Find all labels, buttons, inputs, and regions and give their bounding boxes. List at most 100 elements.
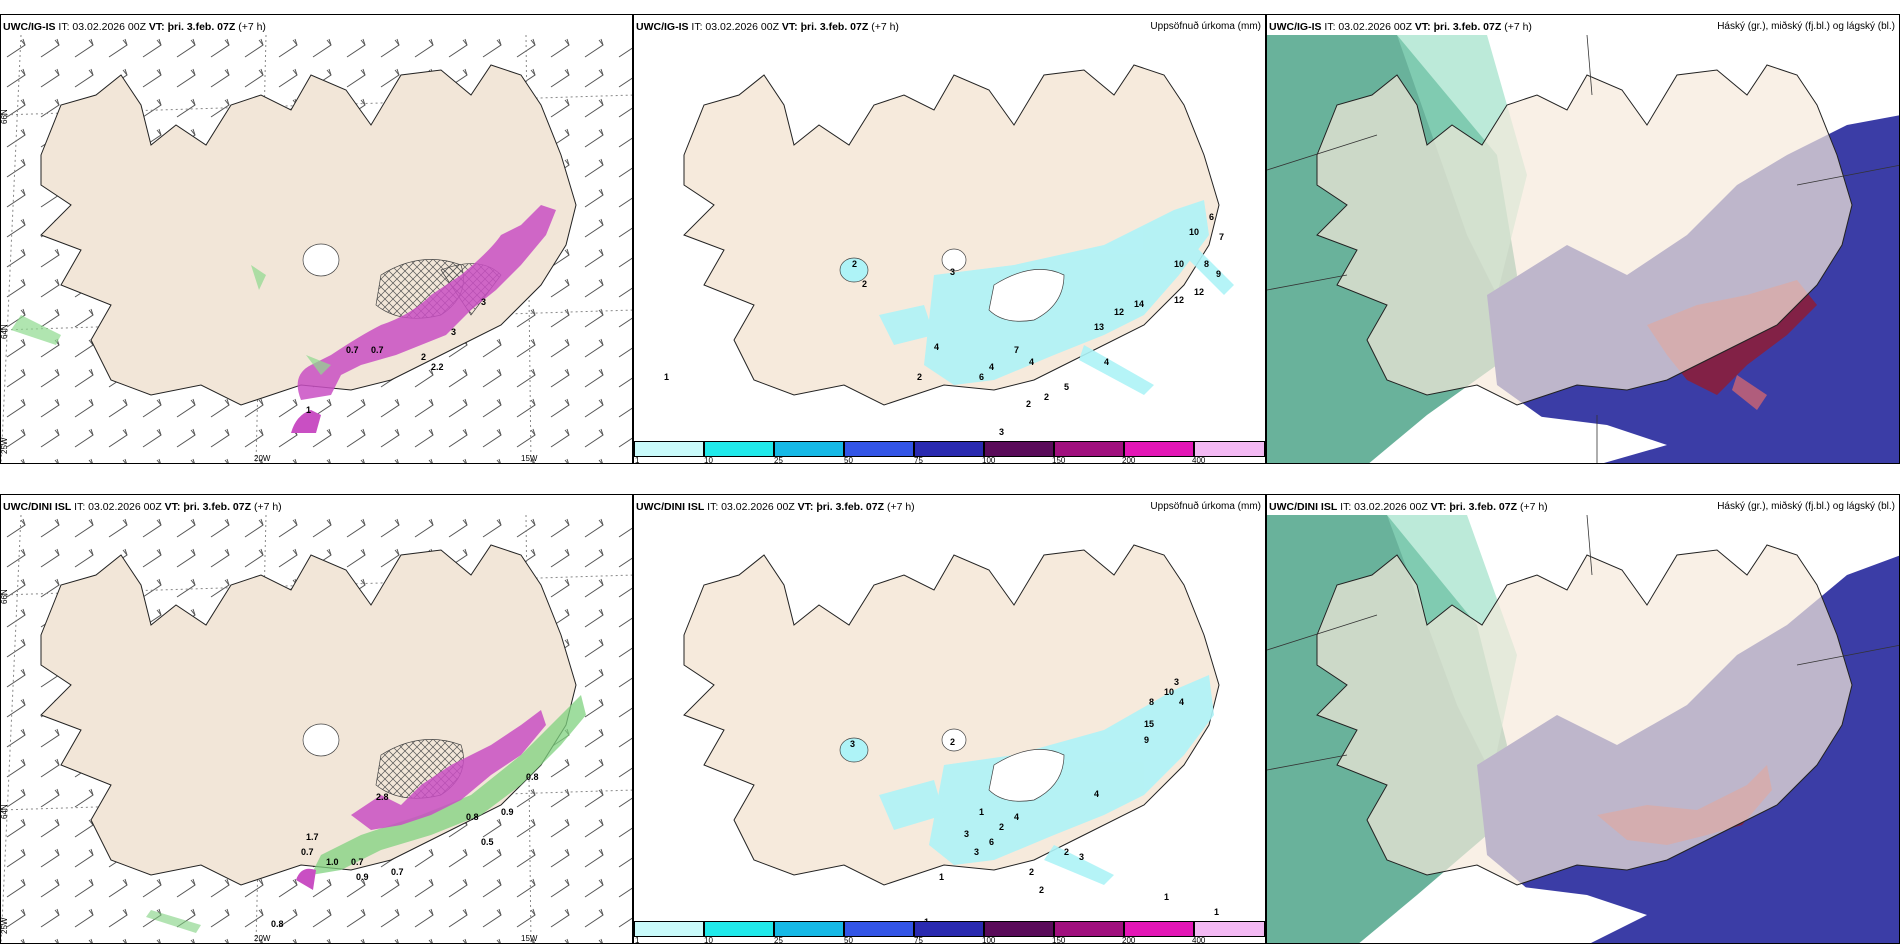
colorbar-tick: 75 xyxy=(914,936,923,944)
colorbar-cell xyxy=(634,441,704,457)
precip-label: 3 xyxy=(964,829,969,839)
lon-label-15: 15W xyxy=(521,934,538,943)
snow-label: 1.0 xyxy=(326,857,339,867)
snow-label: 0.9 xyxy=(356,872,369,882)
colorbar-tick: 50 xyxy=(844,936,853,944)
precip-label: 12 xyxy=(1194,287,1204,297)
panel-snow-bottom: UWC/DINI ISL IT: 03.02.2026 00Z VT: þri.… xyxy=(0,494,633,944)
colorbar-tick: 10 xyxy=(704,456,713,464)
colorbar-tick: 25 xyxy=(774,936,783,944)
precip-label: 3 xyxy=(850,739,855,749)
precip-label: 4 xyxy=(1179,697,1184,707)
cloud-gap xyxy=(1507,885,1647,943)
precip-label: 6 xyxy=(1209,212,1214,222)
colorbar-cell xyxy=(774,921,844,937)
valid-time: VT: þri. 3.feb. 07Z xyxy=(1414,21,1502,33)
snow-label: 0.5 xyxy=(481,837,494,847)
precip-label: 4 xyxy=(989,362,994,372)
snow-label: 3 xyxy=(451,327,456,337)
lead-time: (+7 h) xyxy=(886,501,915,513)
snow-labels: 0.7 0.7 2 3 3 2.2 1 xyxy=(306,297,486,415)
lon-label-25: 25W xyxy=(1,917,9,934)
cloud-title: Háský (gr.), miðský (fj.bl.) og lágský (… xyxy=(1717,21,1895,32)
colorbar-cell xyxy=(1194,921,1265,937)
snow-label: 1.7 xyxy=(306,832,319,842)
precip-label: 8 xyxy=(1149,697,1154,707)
snow-label: 0.7 xyxy=(351,857,364,867)
snow-label: 2.8 xyxy=(376,792,389,802)
precip-label: 2 xyxy=(852,259,857,269)
init-time: IT: 03.02.2026 00Z xyxy=(58,21,146,33)
precip-label: 2 xyxy=(1029,867,1034,877)
precip-label: 9 xyxy=(1144,735,1149,745)
precip-label: 4 xyxy=(1014,812,1019,822)
precip-label: 1 xyxy=(1164,892,1169,902)
precip-title: Uppsöfnuð úrkoma (mm) xyxy=(1150,21,1261,32)
glaciers xyxy=(839,728,1065,802)
lead-time: (+7 h) xyxy=(253,501,282,513)
precip-label: 3 xyxy=(950,267,955,277)
snow-map: 0.7 0.7 2 3 3 2.2 1 66N 64N 25W 20W 15W xyxy=(1,35,632,463)
panel-title: UWC/IG-IS IT: 03.02.2026 00Z VT: þri. 3.… xyxy=(3,21,266,33)
panel-cloud-top: UWC/IG-IS IT: 03.02.2026 00Z VT: þri. 3.… xyxy=(1266,14,1900,464)
glaciers xyxy=(839,248,1065,322)
snow-label: 0.7 xyxy=(371,345,384,355)
cloud-title: Háský (gr.), miðský (fj.bl.) og lágský (… xyxy=(1717,501,1895,512)
snow-label: 0.8 xyxy=(526,772,539,782)
precip-label: 6 xyxy=(989,837,994,847)
colorbar-cell xyxy=(634,921,704,937)
init-time: IT: 03.02.2026 00Z xyxy=(1324,21,1412,33)
colorbar-cell xyxy=(914,441,984,457)
precip-label: 3 xyxy=(999,427,1004,437)
precip-labels: 2 2 3 1 2 4 6 7 12 4 5 2 3 10 6 7 10 12 … xyxy=(664,212,1224,437)
precip-label: 15 xyxy=(1144,719,1154,729)
colorbar-tick: 50 xyxy=(844,456,853,464)
lead-time: (+7 h) xyxy=(1504,21,1532,33)
lead-time: (+7 h) xyxy=(1519,501,1548,513)
lon-label-20: 20W xyxy=(254,934,271,943)
precip-label: 4 xyxy=(1094,789,1099,799)
colorbar-tick: 100 xyxy=(982,456,996,464)
panel-title: UWC/IG-IS IT: 03.02.2026 00Z VT: þri. 3.… xyxy=(1269,21,1532,33)
snow-label: 2.2 xyxy=(431,362,444,372)
lead-time: (+7 h) xyxy=(871,21,899,33)
iceland-outline xyxy=(1316,544,1853,886)
model-name: UWC/IG-IS xyxy=(3,21,56,33)
cloud-map xyxy=(1267,515,1899,943)
panel-title: UWC/DINI ISL IT: 03.02.2026 00Z VT: þri.… xyxy=(636,501,915,513)
snow-band-west xyxy=(296,868,316,890)
init-time: IT: 03.02.2026 00Z xyxy=(1340,501,1428,513)
precip-label: 5 xyxy=(1064,382,1069,392)
graticule xyxy=(1267,515,1899,771)
valid-time: VT: þri. 3.feb. 07Z xyxy=(148,21,236,33)
snow-label: 0.8 xyxy=(271,919,284,929)
snow-label: 0.7 xyxy=(346,345,359,355)
colorbar-tick: 150 xyxy=(1052,936,1066,944)
colorbar-cell xyxy=(1054,921,1124,937)
colorbar-tick: 200 xyxy=(1122,456,1136,464)
precip-label: 7 xyxy=(1219,232,1224,242)
model-name: UWC/DINI ISL xyxy=(636,501,705,513)
snow-label: 3 xyxy=(481,297,486,307)
precip-label: 9 xyxy=(1216,269,1221,279)
precip-areas xyxy=(879,200,1234,395)
precip-label: 4 xyxy=(934,342,939,352)
precip-label: 12 xyxy=(1174,295,1184,305)
colorbar-cell xyxy=(844,441,914,457)
precip-label: 3 xyxy=(1079,852,1084,862)
lat-label-64: 64N xyxy=(1,324,9,339)
precip-label: 2 xyxy=(950,737,955,747)
lon-label-15: 15W xyxy=(521,454,538,463)
precip-label: 2 xyxy=(999,822,1004,832)
valid-time: VT: þri. 3.feb. 07Z xyxy=(797,501,885,513)
snow-green-patches xyxy=(11,265,331,375)
panel-title: UWC/IG-IS IT: 03.02.2026 00Z VT: þri. 3.… xyxy=(636,21,899,33)
precip-labels: 3 2 1 4 2 3 6 3 1 2 2 3 3 10 8 15 9 4 4 … xyxy=(850,677,1219,923)
snow-label: 2 xyxy=(421,352,426,362)
precip-label: 3 xyxy=(1174,677,1179,687)
colorbar-tick: 200 xyxy=(1122,936,1136,944)
graticule xyxy=(1267,35,1899,463)
snow-labels: 0.8 0.7 1.0 0.7 0.9 0.7 0.5 2.8 0.8 0.9 … xyxy=(271,772,539,929)
colorbar-cell xyxy=(1194,441,1265,457)
precip-label: 2 xyxy=(1026,399,1031,409)
